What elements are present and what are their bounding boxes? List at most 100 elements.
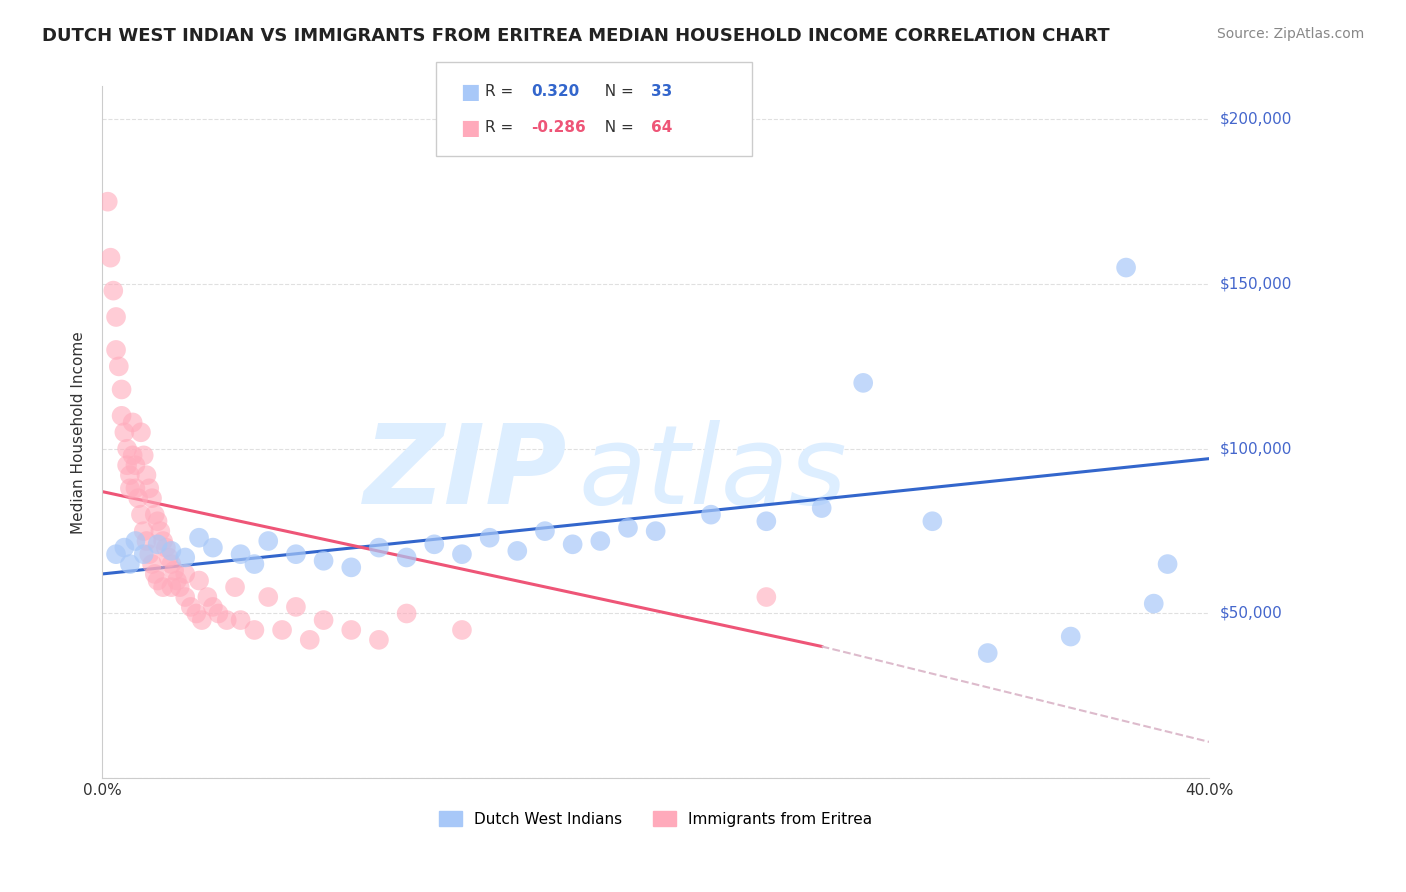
Immigrants from Eritrea bbox=[257, 590, 280, 604]
Text: ZIP: ZIP bbox=[364, 420, 567, 527]
Immigrants from Eritrea bbox=[143, 566, 166, 581]
Dutch West Indians bbox=[132, 547, 155, 561]
Dutch West Indians bbox=[395, 550, 418, 565]
Immigrants from Eritrea bbox=[129, 425, 152, 440]
Dutch West Indians bbox=[146, 537, 169, 551]
Immigrants from Eritrea bbox=[118, 468, 141, 483]
Dutch West Indians bbox=[188, 531, 211, 545]
Immigrants from Eritrea bbox=[110, 383, 132, 397]
Dutch West Indians bbox=[561, 537, 583, 551]
Dutch West Indians bbox=[506, 544, 529, 558]
Immigrants from Eritrea bbox=[97, 194, 120, 209]
Text: 64: 64 bbox=[651, 120, 672, 135]
Dutch West Indians bbox=[340, 560, 363, 574]
Immigrants from Eritrea bbox=[152, 580, 174, 594]
Text: -0.286: -0.286 bbox=[531, 120, 586, 135]
Text: $50,000: $50,000 bbox=[1220, 606, 1282, 621]
Text: R =: R = bbox=[485, 120, 519, 135]
Immigrants from Eritrea bbox=[207, 607, 229, 621]
Dutch West Indians bbox=[112, 541, 135, 555]
Immigrants from Eritrea bbox=[127, 491, 149, 506]
Dutch West Indians bbox=[423, 537, 446, 551]
Immigrants from Eritrea bbox=[132, 524, 155, 538]
Dutch West Indians bbox=[312, 554, 335, 568]
Immigrants from Eritrea bbox=[284, 599, 307, 614]
Text: R =: R = bbox=[485, 85, 519, 99]
Dutch West Indians bbox=[105, 547, 128, 561]
Immigrants from Eritrea bbox=[138, 481, 160, 495]
Immigrants from Eritrea bbox=[103, 284, 125, 298]
Immigrants from Eritrea bbox=[146, 574, 169, 588]
Immigrants from Eritrea bbox=[451, 623, 474, 637]
Dutch West Indians bbox=[617, 521, 640, 535]
Immigrants from Eritrea bbox=[215, 613, 238, 627]
Dutch West Indians bbox=[644, 524, 666, 538]
Text: $100,000: $100,000 bbox=[1220, 442, 1292, 457]
Immigrants from Eritrea bbox=[155, 541, 177, 555]
Dutch West Indians bbox=[451, 547, 474, 561]
Immigrants from Eritrea bbox=[110, 409, 132, 423]
Text: N =: N = bbox=[595, 120, 638, 135]
Immigrants from Eritrea bbox=[100, 251, 122, 265]
Immigrants from Eritrea bbox=[157, 550, 180, 565]
Text: ■: ■ bbox=[460, 118, 479, 137]
Text: DUTCH WEST INDIAN VS IMMIGRANTS FROM ERITREA MEDIAN HOUSEHOLD INCOME CORRELATION: DUTCH WEST INDIAN VS IMMIGRANTS FROM ERI… bbox=[42, 27, 1109, 45]
Immigrants from Eritrea bbox=[124, 458, 146, 473]
Y-axis label: Median Household Income: Median Household Income bbox=[72, 331, 86, 533]
Dutch West Indians bbox=[534, 524, 557, 538]
Immigrants from Eritrea bbox=[180, 599, 202, 614]
Legend: Dutch West Indians, Immigrants from Eritrea: Dutch West Indians, Immigrants from Erit… bbox=[433, 805, 879, 833]
Immigrants from Eritrea bbox=[229, 613, 252, 627]
Immigrants from Eritrea bbox=[243, 623, 266, 637]
Text: 0.320: 0.320 bbox=[531, 85, 579, 99]
Immigrants from Eritrea bbox=[163, 564, 186, 578]
Dutch West Indians bbox=[174, 550, 197, 565]
Dutch West Indians bbox=[1156, 557, 1178, 571]
Dutch West Indians bbox=[589, 534, 612, 549]
Immigrants from Eritrea bbox=[118, 481, 141, 495]
Text: Source: ZipAtlas.com: Source: ZipAtlas.com bbox=[1216, 27, 1364, 41]
Immigrants from Eritrea bbox=[174, 590, 197, 604]
Immigrants from Eritrea bbox=[124, 481, 146, 495]
Text: 33: 33 bbox=[651, 85, 672, 99]
Text: ■: ■ bbox=[460, 82, 479, 102]
Immigrants from Eritrea bbox=[224, 580, 246, 594]
Immigrants from Eritrea bbox=[108, 359, 131, 374]
Dutch West Indians bbox=[201, 541, 224, 555]
Dutch West Indians bbox=[700, 508, 723, 522]
Dutch West Indians bbox=[160, 544, 183, 558]
Immigrants from Eritrea bbox=[755, 590, 778, 604]
Immigrants from Eritrea bbox=[138, 547, 160, 561]
Immigrants from Eritrea bbox=[340, 623, 363, 637]
Dutch West Indians bbox=[921, 514, 943, 528]
Dutch West Indians bbox=[810, 501, 832, 516]
Immigrants from Eritrea bbox=[195, 590, 218, 604]
Immigrants from Eritrea bbox=[191, 613, 214, 627]
Immigrants from Eritrea bbox=[146, 514, 169, 528]
Immigrants from Eritrea bbox=[152, 534, 174, 549]
Immigrants from Eritrea bbox=[105, 310, 128, 324]
Immigrants from Eritrea bbox=[115, 458, 138, 473]
Immigrants from Eritrea bbox=[129, 508, 152, 522]
Text: $200,000: $200,000 bbox=[1220, 112, 1292, 127]
Immigrants from Eritrea bbox=[186, 607, 208, 621]
Immigrants from Eritrea bbox=[188, 574, 211, 588]
Immigrants from Eritrea bbox=[312, 613, 335, 627]
Immigrants from Eritrea bbox=[143, 508, 166, 522]
Immigrants from Eritrea bbox=[395, 607, 418, 621]
Text: atlas: atlas bbox=[578, 420, 846, 527]
Dutch West Indians bbox=[257, 534, 280, 549]
Dutch West Indians bbox=[1060, 630, 1083, 644]
Dutch West Indians bbox=[118, 557, 141, 571]
Immigrants from Eritrea bbox=[169, 580, 191, 594]
Immigrants from Eritrea bbox=[135, 534, 157, 549]
Immigrants from Eritrea bbox=[121, 416, 143, 430]
Immigrants from Eritrea bbox=[132, 448, 155, 462]
Immigrants from Eritrea bbox=[166, 574, 188, 588]
Dutch West Indians bbox=[284, 547, 307, 561]
Dutch West Indians bbox=[124, 534, 146, 549]
Immigrants from Eritrea bbox=[271, 623, 294, 637]
Dutch West Indians bbox=[755, 514, 778, 528]
Immigrants from Eritrea bbox=[115, 442, 138, 456]
Text: N =: N = bbox=[595, 85, 638, 99]
